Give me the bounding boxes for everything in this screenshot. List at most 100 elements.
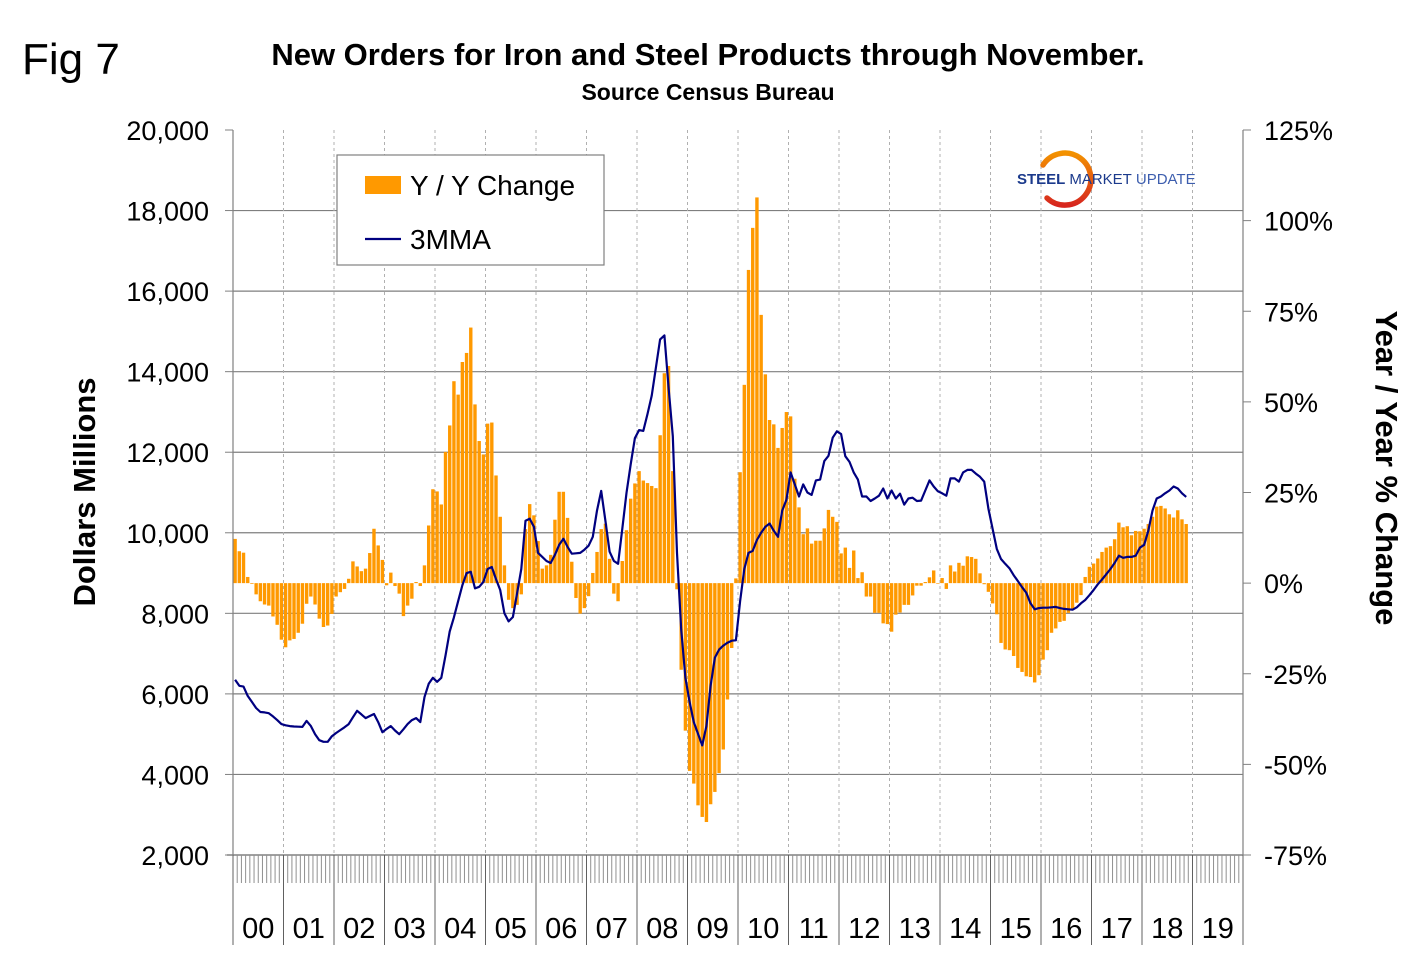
bar-yy-change xyxy=(368,553,372,584)
bar-yy-change xyxy=(624,530,629,584)
bar-yy-change xyxy=(1121,527,1125,584)
bar-yy-change xyxy=(418,583,422,587)
bar-yy-change xyxy=(637,471,641,584)
x-axis-year-label: 08 xyxy=(646,913,678,945)
left-axis-tick-label: 8,000 xyxy=(141,599,209,629)
bar-yy-change xyxy=(856,578,860,584)
left-axis-tick-label: 6,000 xyxy=(141,680,209,710)
bar-yy-change xyxy=(393,583,397,587)
bar-yy-change xyxy=(347,578,351,584)
bar-yy-change xyxy=(654,488,658,584)
bar-yy-change xyxy=(410,583,414,599)
bar-yy-change xyxy=(1142,528,1146,584)
left-axis-tick-label: 18,000 xyxy=(126,197,209,227)
right-axis-tick-label: 75% xyxy=(1264,297,1318,327)
x-axis-year-label: 06 xyxy=(545,913,577,945)
bar-yy-change xyxy=(826,509,831,584)
bar-yy-change xyxy=(1163,508,1167,584)
x-axis-year-label: 09 xyxy=(697,913,729,945)
bar-yy-change xyxy=(999,583,1003,643)
bar-yy-change xyxy=(1079,583,1083,596)
bar-yy-change xyxy=(1070,583,1075,610)
bar-yy-change xyxy=(342,583,347,589)
bar-yy-change xyxy=(809,543,814,584)
bar-yy-change xyxy=(300,583,305,624)
bar-yy-change xyxy=(1024,583,1028,677)
bar-yy-change xyxy=(797,507,801,584)
bar-yy-change xyxy=(675,583,679,590)
bar-yy-change xyxy=(700,583,704,817)
bar-yy-change xyxy=(607,558,612,584)
bar-yy-change xyxy=(1058,583,1062,622)
3mma-line xyxy=(234,334,1187,747)
bar-yy-change xyxy=(536,541,540,584)
bar-yy-change xyxy=(620,561,624,584)
bar-yy-change xyxy=(738,472,742,584)
x-axis-year-label: 18 xyxy=(1151,913,1183,945)
bar-yy-change xyxy=(1146,524,1151,584)
bar-yy-change xyxy=(658,435,662,584)
bar-yy-change xyxy=(852,550,856,584)
bar-yy-change xyxy=(271,583,275,617)
right-axis-tick-label: 50% xyxy=(1264,388,1318,418)
bar-yy-change xyxy=(1155,506,1159,584)
bar-yy-change xyxy=(759,314,763,584)
x-axis-tick-labels: 00 01 02 03 04 05 06 07 08 09 10 11 12 13 14 15 16 17 18 19 xyxy=(242,913,1234,945)
right-axis-tick-label: 25% xyxy=(1264,479,1318,509)
bar-yy-change xyxy=(506,583,511,600)
left-axis-tick-label: 14,000 xyxy=(126,358,209,388)
bar-yy-change xyxy=(1028,583,1033,678)
legend: Y / Y Change 3MMA xyxy=(336,154,605,266)
bar-yy-change xyxy=(464,352,469,584)
bar-yy-change xyxy=(839,553,843,584)
bar-yy-change xyxy=(401,583,406,617)
bar-yy-change xyxy=(1184,524,1188,584)
bar-yy-change xyxy=(990,583,995,604)
bar-yy-change xyxy=(1054,583,1058,629)
legend-swatch-bars xyxy=(365,176,401,194)
right-axis-tick-label: 125% xyxy=(1264,116,1333,146)
bar-yy-change xyxy=(372,528,376,584)
x-axis-year-label: 12 xyxy=(848,913,880,945)
bar-yy-change xyxy=(490,422,494,584)
bar-yy-change xyxy=(338,583,343,593)
bar-yy-change xyxy=(864,583,869,597)
bar-yy-change xyxy=(309,583,313,597)
bar-yy-change xyxy=(511,583,515,609)
bar-yy-change xyxy=(969,557,974,584)
bar-yy-change xyxy=(742,384,747,584)
bar-yy-change xyxy=(776,447,780,584)
bar-yy-change xyxy=(721,583,725,750)
bar-yy-change xyxy=(603,523,608,584)
bar-yy-change xyxy=(729,583,734,649)
bar-yy-change xyxy=(822,528,826,584)
bar-yy-change xyxy=(359,571,364,584)
bar-yy-change xyxy=(250,583,254,584)
bar-yy-change xyxy=(696,583,700,806)
left-axis-title: Dollars Millions xyxy=(67,377,102,606)
bar-yy-change xyxy=(650,485,654,584)
bar-yy-change xyxy=(915,583,919,586)
left-axis-tick-label: 2,000 xyxy=(141,841,209,871)
bar-yy-change xyxy=(435,491,439,584)
bar-yy-change xyxy=(549,554,553,584)
x-axis-year-label: 14 xyxy=(949,913,981,945)
bar-yy-change xyxy=(1150,516,1155,584)
left-axis-tick-label: 20,000 xyxy=(126,116,209,146)
bar-yy-change xyxy=(1129,535,1134,584)
bar-yy-change xyxy=(957,562,961,584)
right-axis-title: Year / Year % Change xyxy=(1369,311,1404,626)
bar-yy-change xyxy=(877,583,881,613)
x-axis-year-label: 07 xyxy=(596,913,628,945)
x-axis-year-label: 02 xyxy=(343,913,375,945)
bar-yy-change xyxy=(755,197,759,584)
bar-yy-change xyxy=(279,583,284,640)
bar-yy-change xyxy=(553,519,557,584)
bar-yy-change xyxy=(532,515,536,584)
bar-yy-change xyxy=(671,471,675,584)
bar-yy-change xyxy=(313,583,317,605)
bar-yy-change xyxy=(1096,558,1100,584)
bar-yy-change xyxy=(439,504,444,584)
bar-yy-change xyxy=(1032,583,1037,683)
